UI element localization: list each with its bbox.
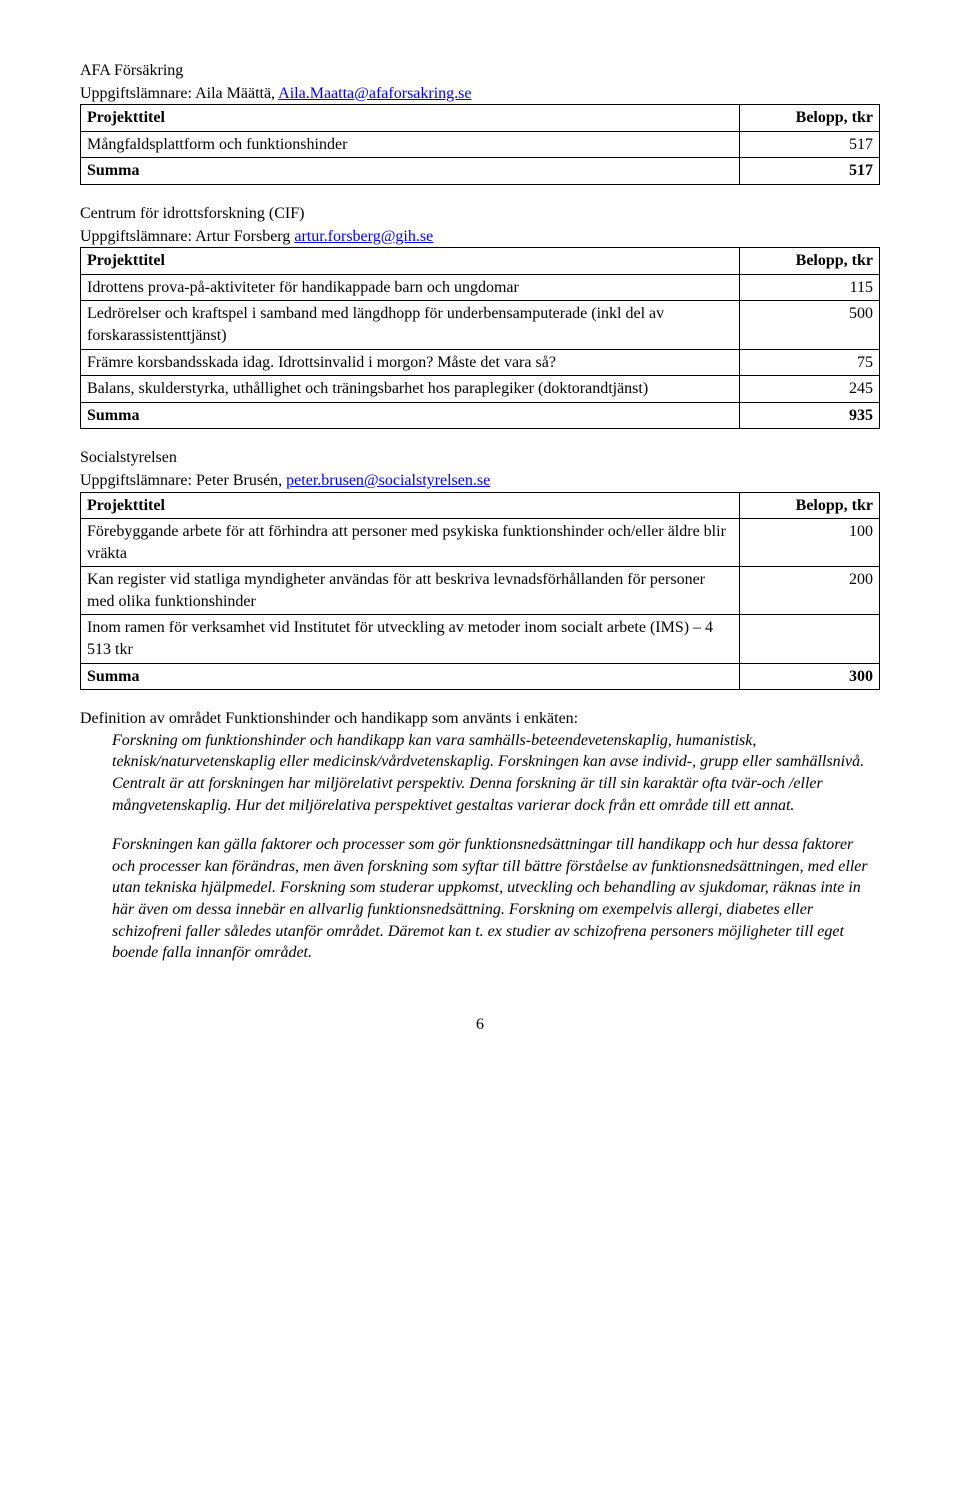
summa-label: Summa xyxy=(81,158,740,185)
table-row: Idrottens prova-på-aktiviteter för handi… xyxy=(81,274,880,301)
summa-label: Summa xyxy=(81,663,740,690)
uppgift-link[interactable]: Aila.Maatta@afaforsakring.se xyxy=(278,85,471,102)
cell: Ledrörelser och kraftspel i samband med … xyxy=(81,301,740,349)
body-intro: Definition av området Funktionshinder oc… xyxy=(80,708,880,730)
section1-uppgift: Uppgiftslämnare: Aila Määttä, Aila.Maatt… xyxy=(80,83,880,105)
table-row: Främre korsbandsskada idag. Idrottsinval… xyxy=(81,349,880,376)
table-row: Förebyggande arbete för att förhindra at… xyxy=(81,519,880,567)
table-header-row: Projekttitel Belopp, tkr xyxy=(81,248,880,275)
uppgift-link[interactable]: peter.brusen@socialstyrelsen.se xyxy=(286,472,490,489)
summa-row: Summa 300 xyxy=(81,663,880,690)
header-cell: Projekttitel xyxy=(81,492,740,519)
body-p2: Forskningen kan gälla faktorer och proce… xyxy=(80,834,880,964)
section2-title: Centrum för idrottsforskning (CIF) xyxy=(80,203,880,225)
header-cell: Belopp, tkr xyxy=(740,248,880,275)
section1-title: AFA Försäkring xyxy=(80,60,880,82)
page-number: 6 xyxy=(80,1014,880,1036)
section2-table: Projekttitel Belopp, tkr Idrottens prova… xyxy=(80,247,880,429)
cell: Mångfaldsplattform och funktionshinder xyxy=(81,131,740,158)
cell: 100 xyxy=(740,519,880,567)
cell: 115 xyxy=(740,274,880,301)
cell: Främre korsbandsskada idag. Idrottsinval… xyxy=(81,349,740,376)
uppgift-link[interactable]: artur.forsberg@gih.se xyxy=(294,228,433,245)
cell: 200 xyxy=(740,567,880,615)
cell: 75 xyxy=(740,349,880,376)
body-text: Definition av området Funktionshinder oc… xyxy=(80,708,880,964)
cell: Inom ramen för verksamhet vid Institutet… xyxy=(81,615,740,663)
summa-label: Summa xyxy=(81,402,740,429)
table-row: Balans, skulderstyrka, uthållighet och t… xyxy=(81,376,880,403)
table-row: Mångfaldsplattform och funktionshinder 5… xyxy=(81,131,880,158)
header-cell: Belopp, tkr xyxy=(740,492,880,519)
cell: Balans, skulderstyrka, uthållighet och t… xyxy=(81,376,740,403)
header-cell: Projekttitel xyxy=(81,105,740,132)
cell xyxy=(740,615,880,663)
summa-value: 935 xyxy=(740,402,880,429)
uppgift-label: Uppgiftslämnare: Peter Brusén, xyxy=(80,472,286,489)
table-row: Ledrörelser och kraftspel i samband med … xyxy=(81,301,880,349)
cell: Kan register vid statliga myndigheter an… xyxy=(81,567,740,615)
table-row: Inom ramen för verksamhet vid Institutet… xyxy=(81,615,880,663)
body-p1: Forskning om funktionshinder och handika… xyxy=(80,730,880,816)
summa-row: Summa 517 xyxy=(81,158,880,185)
header-cell: Projekttitel xyxy=(81,248,740,275)
section2-uppgift: Uppgiftslämnare: Artur Forsberg artur.fo… xyxy=(80,226,880,248)
summa-row: Summa 935 xyxy=(81,402,880,429)
uppgift-label: Uppgiftslämnare: Aila Määttä, xyxy=(80,85,278,102)
cell: 517 xyxy=(740,131,880,158)
cell: Förebyggande arbete för att förhindra at… xyxy=(81,519,740,567)
section3-uppgift: Uppgiftslämnare: Peter Brusén, peter.bru… xyxy=(80,470,880,492)
section3-table: Projekttitel Belopp, tkr Förebyggande ar… xyxy=(80,492,880,691)
summa-value: 300 xyxy=(740,663,880,690)
table-row: Kan register vid statliga myndigheter an… xyxy=(81,567,880,615)
table-header-row: Projekttitel Belopp, tkr xyxy=(81,105,880,132)
summa-value: 517 xyxy=(740,158,880,185)
cell: Idrottens prova-på-aktiviteter för handi… xyxy=(81,274,740,301)
section3-title: Socialstyrelsen xyxy=(80,447,880,469)
uppgift-label: Uppgiftslämnare: Artur Forsberg xyxy=(80,228,294,245)
section1-table: Projekttitel Belopp, tkr Mångfaldsplattf… xyxy=(80,104,880,185)
table-header-row: Projekttitel Belopp, tkr xyxy=(81,492,880,519)
cell: 245 xyxy=(740,376,880,403)
header-cell: Belopp, tkr xyxy=(740,105,880,132)
cell: 500 xyxy=(740,301,880,349)
